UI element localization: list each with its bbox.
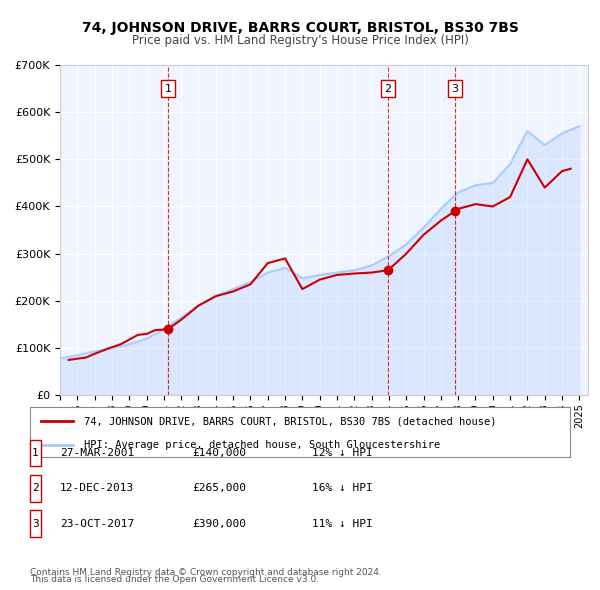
Text: Contains HM Land Registry data © Crown copyright and database right 2024.: Contains HM Land Registry data © Crown c… (30, 568, 382, 577)
Text: 3: 3 (451, 84, 458, 93)
Text: 74, JOHNSON DRIVE, BARRS COURT, BRISTOL, BS30 7BS: 74, JOHNSON DRIVE, BARRS COURT, BRISTOL,… (82, 21, 518, 35)
Text: £140,000: £140,000 (192, 448, 246, 458)
Text: £265,000: £265,000 (192, 483, 246, 493)
Text: 12-DEC-2013: 12-DEC-2013 (60, 483, 134, 493)
Text: 3: 3 (32, 519, 39, 529)
Text: 2: 2 (385, 84, 392, 93)
Text: HPI: Average price, detached house, South Gloucestershire: HPI: Average price, detached house, Sout… (84, 440, 440, 450)
Text: 23-OCT-2017: 23-OCT-2017 (60, 519, 134, 529)
Text: 1: 1 (32, 448, 39, 458)
Text: 11% ↓ HPI: 11% ↓ HPI (312, 519, 373, 529)
Text: Price paid vs. HM Land Registry's House Price Index (HPI): Price paid vs. HM Land Registry's House … (131, 34, 469, 47)
Text: 12% ↓ HPI: 12% ↓ HPI (312, 448, 373, 458)
Text: 16% ↓ HPI: 16% ↓ HPI (312, 483, 373, 493)
Text: This data is licensed under the Open Government Licence v3.0.: This data is licensed under the Open Gov… (30, 575, 319, 584)
Text: 1: 1 (164, 84, 172, 93)
Text: 2: 2 (32, 483, 39, 493)
Text: £390,000: £390,000 (192, 519, 246, 529)
Text: 74, JOHNSON DRIVE, BARRS COURT, BRISTOL, BS30 7BS (detached house): 74, JOHNSON DRIVE, BARRS COURT, BRISTOL,… (84, 416, 497, 426)
Text: 27-MAR-2001: 27-MAR-2001 (60, 448, 134, 458)
